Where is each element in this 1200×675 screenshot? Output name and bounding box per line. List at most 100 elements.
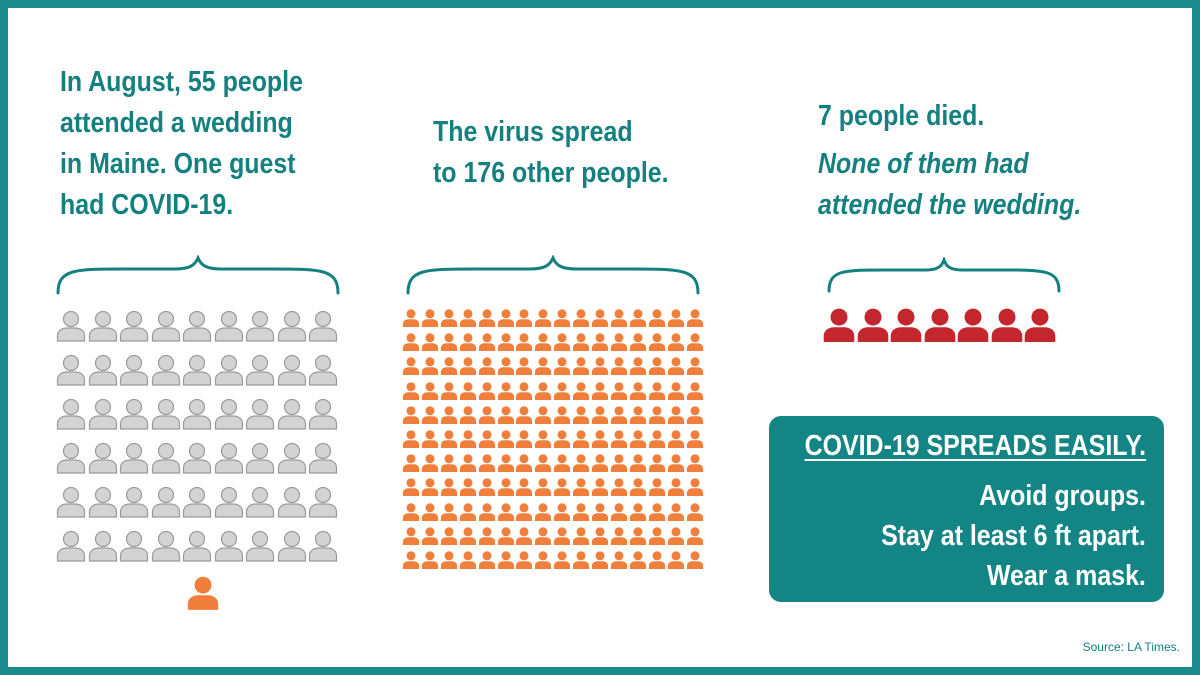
wedding-text: In August, 55 people attended a wedding … — [60, 62, 303, 226]
infected-person-icon — [648, 357, 665, 376]
infected-person-icon — [459, 454, 476, 473]
attendee-person-icon — [151, 398, 180, 430]
infected-person-icon — [572, 478, 590, 497]
infected-person-icon — [667, 527, 684, 545]
attendee-person-icon — [182, 486, 212, 518]
attendee-person-icon — [56, 398, 86, 430]
infected-person-icon — [667, 381, 684, 400]
infected-person-icon — [497, 502, 514, 521]
attendee-person-icon — [119, 486, 149, 518]
infected-person-icon — [610, 502, 627, 521]
infected-person-icon — [440, 406, 457, 424]
infected-person-icon — [421, 406, 438, 424]
attendee-person-icon — [277, 398, 306, 430]
attendee-person-icon — [245, 398, 275, 430]
infected-person-icon — [554, 454, 571, 473]
infected-person-icon — [648, 502, 665, 521]
infected-person-icon — [421, 502, 438, 521]
infected-person-icon — [478, 551, 495, 569]
spread-text-line: The virus spread — [433, 116, 633, 148]
infected-person-icon — [591, 309, 609, 327]
attendee-person-icon — [119, 398, 149, 430]
attendee-person-icon — [308, 486, 338, 518]
infected-person-icon — [516, 527, 533, 545]
infected-person-icon — [440, 333, 457, 352]
spread-text-line: to 176 other people. — [433, 157, 669, 189]
infected-person-icon — [421, 381, 438, 400]
attendee-person-icon — [308, 354, 338, 386]
attendee-person-icon — [245, 354, 275, 386]
spread-text: The virus spread to 176 other people. — [433, 112, 669, 194]
infected-person-icon — [459, 406, 476, 424]
attendee-person-icon — [245, 442, 275, 474]
infected-person-icon — [478, 357, 495, 376]
infected-person-icon — [648, 381, 665, 400]
infected-person-icon — [686, 551, 703, 569]
attendee-person-icon — [214, 354, 243, 386]
deaths-note: None of them had attended the wedding. — [818, 144, 1081, 226]
infected-person-icon — [535, 478, 552, 497]
infected-guest — [186, 575, 222, 615]
infected-person-icon — [629, 527, 646, 545]
infected-person-icon — [516, 551, 533, 569]
infected-person-icon — [648, 430, 665, 448]
infected-person-icon — [440, 430, 457, 448]
infected-person-icon — [554, 309, 571, 327]
prevention-callout: COVID-19 SPREADS EASILY. Avoid groups. S… — [769, 416, 1164, 602]
attendee-person-icon — [151, 442, 180, 474]
died-person-icon — [823, 308, 855, 342]
infected-person-icon — [478, 454, 495, 473]
callout-tip: Avoid groups. — [979, 480, 1146, 512]
deaths-note-line: None of them had — [818, 148, 1029, 180]
infected-person-icon — [516, 454, 533, 473]
infected-person-icon — [478, 502, 495, 521]
infected-person-icon — [629, 454, 646, 473]
infected-person-icon — [421, 527, 438, 545]
infected-person-icon — [629, 406, 646, 424]
attendee-person-icon — [88, 442, 117, 474]
infected-person-icon — [402, 333, 420, 352]
infected-person-icon — [459, 478, 476, 497]
infected-person-icon — [402, 478, 420, 497]
wedding-text-line: in Maine. One guest — [60, 148, 296, 180]
attendee-person-icon — [151, 354, 180, 386]
infected-person-icon — [535, 406, 552, 424]
infected-person-icon — [686, 454, 703, 473]
infected-person-icon — [572, 430, 590, 448]
infected-person-icon — [459, 551, 476, 569]
brace-icon — [56, 255, 340, 295]
attendee-person-icon — [214, 398, 243, 430]
infected-person-icon — [591, 333, 609, 352]
infected-person-icon — [686, 357, 703, 376]
infected-person-icon — [686, 478, 703, 497]
infected-person-icon — [478, 333, 495, 352]
attendee-person-icon — [308, 398, 338, 430]
infected-person-icon — [610, 333, 627, 352]
attendee-person-icon — [56, 354, 86, 386]
attendee-person-icon — [88, 530, 117, 562]
infected-person-icon — [421, 333, 438, 352]
wedding-text-line: In August, 55 people — [60, 66, 303, 98]
infected-person-icon — [554, 430, 571, 448]
attendee-person-icon — [56, 486, 86, 518]
infected-grid — [402, 308, 704, 574]
infected-person-icon — [402, 430, 420, 448]
deaths-grid — [822, 305, 1062, 347]
attendee-person-icon — [151, 486, 180, 518]
source-note: Source: LA Times. — [1082, 640, 1180, 654]
infected-person-icon — [535, 381, 552, 400]
wedding-text-line: had COVID-19. — [60, 189, 234, 221]
infected-person-icon — [440, 527, 457, 545]
attendee-person-icon — [56, 442, 86, 474]
attendee-person-icon — [119, 354, 149, 386]
infected-person-icon — [421, 309, 438, 327]
infected-person-icon — [686, 430, 703, 448]
infected-person-icon — [554, 333, 571, 352]
infected-person-icon — [648, 406, 665, 424]
infected-person-icon — [535, 430, 552, 448]
infected-person-icon — [591, 406, 609, 424]
infected-person-icon — [610, 527, 627, 545]
infected-person-icon — [591, 527, 609, 545]
infected-guest-person-icon — [187, 576, 219, 610]
infected-person-icon — [591, 502, 609, 521]
